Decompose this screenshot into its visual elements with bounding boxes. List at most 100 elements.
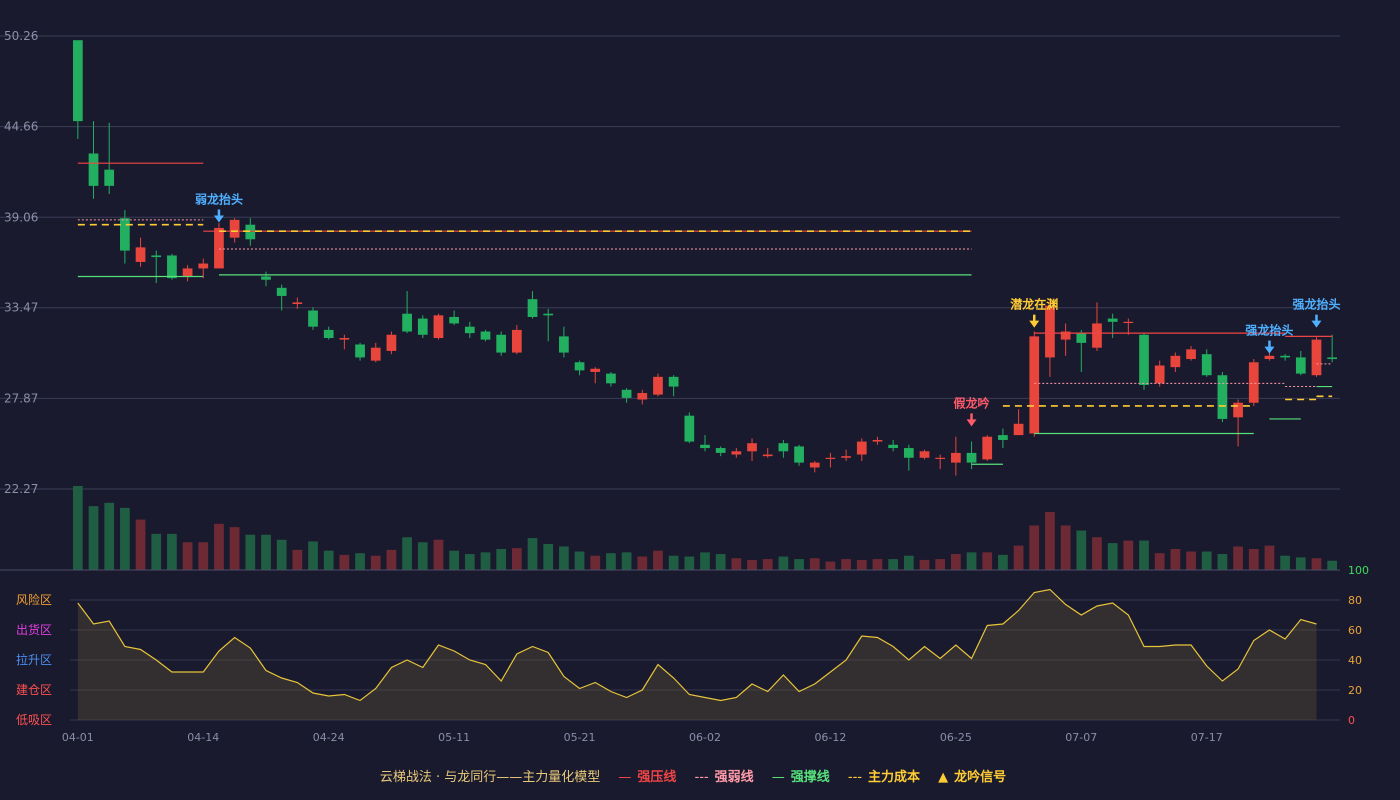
chart-caption: 云梯战法 · 与龙同行——主力量化模型 (379, 770, 601, 785)
candle-body (88, 153, 99, 186)
candle-body (198, 263, 209, 269)
osc-tick-label: 100 (1348, 564, 1369, 577)
candle-body (1154, 365, 1165, 384)
candle-body (778, 443, 789, 452)
volume-bar (1139, 540, 1149, 570)
legend-support[interactable]: — 强撑线 (772, 766, 830, 785)
candle-body (1233, 402, 1243, 418)
candle-body (480, 331, 491, 340)
legend-signal[interactable]: ▲ 龙吟信号 (938, 766, 1006, 785)
volume-bar (464, 554, 475, 570)
candle-body (543, 313, 554, 316)
candle-body (888, 444, 899, 449)
candle-body (496, 334, 507, 353)
osc-tick-label: 40 (1348, 654, 1362, 667)
volume-bar (935, 559, 946, 570)
legend-cost[interactable]: --- 主力成本 (848, 766, 920, 785)
volume-bar (606, 553, 616, 570)
volume-bar (998, 554, 1008, 570)
candle-body (1029, 336, 1040, 434)
volume-bar (1327, 560, 1338, 570)
oscillator-line (77, 588, 1317, 702)
volume-bar (951, 554, 961, 570)
candle-body (449, 316, 459, 324)
candle-body (527, 299, 538, 317)
candle-body (825, 457, 836, 459)
volume-bar (229, 527, 240, 570)
candle-body (903, 448, 914, 458)
volume-bar (1170, 549, 1181, 570)
zone-label: 风险区 (16, 592, 52, 607)
candle-body (715, 448, 726, 453)
candle-body (1311, 339, 1322, 376)
volume-bar (261, 534, 271, 570)
volume-bar (841, 559, 851, 570)
volume-bar (245, 534, 256, 570)
volume-bar (72, 486, 83, 570)
volume-bar (1295, 557, 1306, 570)
candle-body (1280, 355, 1290, 358)
signal-arrow-icon (1311, 320, 1322, 328)
candle-body (261, 276, 271, 280)
candle-body (167, 255, 177, 279)
candle-body (120, 218, 130, 251)
legend-pressure-label: 强压线 (637, 770, 677, 785)
candle-body (1170, 355, 1181, 368)
volume-bar (825, 561, 836, 570)
signal-arrow-icon (1029, 320, 1040, 328)
candle-body (1327, 357, 1338, 360)
candle-body (308, 310, 318, 327)
volume-bar (1264, 545, 1275, 570)
candle-body (1201, 354, 1212, 376)
volume-bar (1060, 525, 1071, 570)
legend-weak[interactable]: --- 强弱线 (695, 766, 754, 785)
legend-weak-symbol: --- (694, 770, 709, 785)
legend-weak-label: 强弱线 (714, 770, 754, 785)
volume-bar (715, 554, 726, 570)
volume-bar (637, 556, 648, 570)
volume-bar (590, 555, 601, 570)
candle-body (951, 452, 961, 463)
volume-bar (370, 555, 381, 570)
candle-body (417, 318, 428, 335)
candle-body (72, 40, 83, 122)
volume-bar (1013, 545, 1024, 570)
candle-body (731, 451, 742, 455)
osc-tick-label: 20 (1348, 684, 1362, 697)
legend-pressure[interactable]: — 强压线 (618, 766, 676, 785)
price-tick-label: 22.27 (4, 482, 38, 496)
x-tick-label: 04-14 (187, 731, 219, 744)
volume-bar (1076, 530, 1087, 570)
x-tick-label: 07-07 (1065, 731, 1097, 744)
volume-bar (120, 507, 130, 570)
candle-body (1217, 375, 1228, 419)
price-tick-label: 33.47 (4, 301, 38, 315)
candle-body (1013, 423, 1024, 436)
volume-bar (888, 559, 899, 570)
candle-body (841, 456, 851, 458)
candle-body (339, 338, 350, 340)
candle-body (370, 347, 381, 361)
candle-body (637, 393, 648, 400)
x-tick-label: 05-21 (564, 731, 596, 744)
candle-body (402, 313, 412, 332)
signal-label: 假龙吟 (954, 395, 990, 410)
volume-bar (668, 555, 679, 570)
signal-arrow-icon (966, 419, 977, 427)
volume-bar (621, 552, 632, 570)
volume-bar (872, 559, 883, 570)
signal-arrow-icon (1264, 346, 1275, 354)
candle-body (668, 376, 679, 387)
volume-bar (135, 519, 146, 570)
volume-bar (1186, 551, 1196, 570)
volume-bar (747, 559, 757, 570)
x-tick-label: 06-25 (940, 731, 972, 744)
oscillator-area (77, 589, 1317, 720)
x-tick-label: 06-02 (689, 731, 721, 744)
legend-pressure-symbol: — (618, 770, 632, 785)
candle-body (1045, 305, 1055, 358)
candle-body (1248, 362, 1259, 403)
volume-bar (1217, 554, 1228, 570)
volume-bar (1123, 540, 1134, 570)
volume-bar (1248, 549, 1259, 570)
